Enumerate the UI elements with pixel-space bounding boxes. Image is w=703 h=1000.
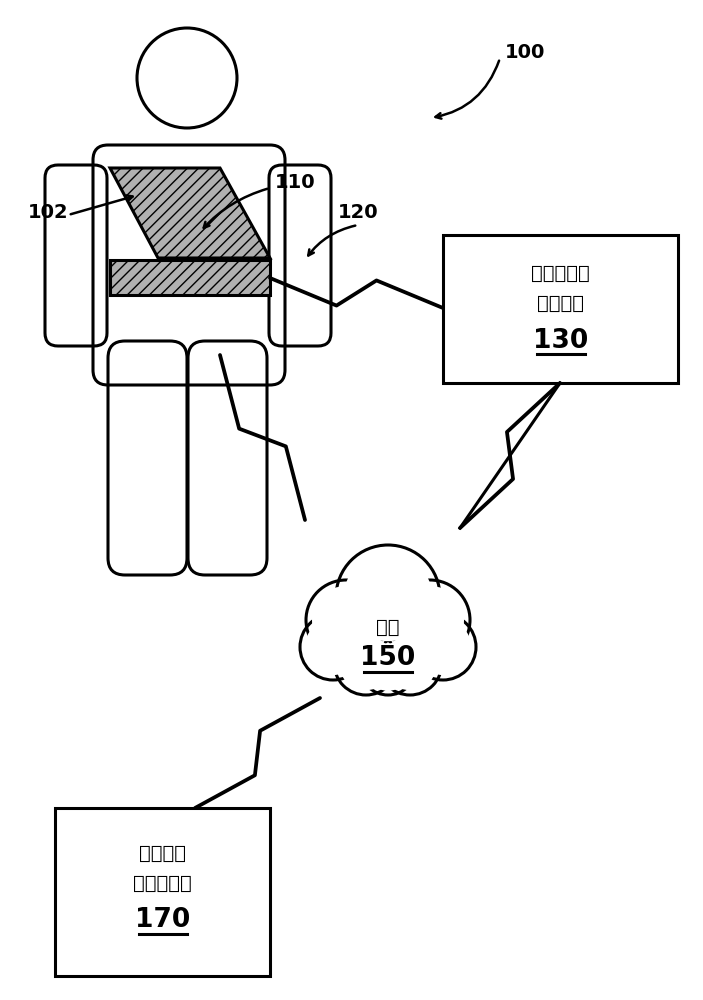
Text: 150: 150 [361, 645, 415, 671]
Text: 170: 170 [135, 907, 190, 933]
Text: 一个或多个: 一个或多个 [531, 263, 590, 282]
Circle shape [306, 580, 386, 660]
Circle shape [344, 553, 432, 641]
Polygon shape [110, 260, 270, 295]
Circle shape [378, 631, 442, 695]
Circle shape [312, 586, 380, 654]
Circle shape [415, 619, 471, 675]
Text: 130: 130 [533, 328, 588, 354]
Circle shape [410, 614, 476, 680]
Text: 110: 110 [275, 174, 316, 192]
Text: 120: 120 [338, 204, 379, 223]
Text: 102: 102 [28, 204, 69, 223]
Circle shape [300, 614, 366, 680]
Circle shape [396, 586, 464, 654]
Text: 个外部装置: 个外部装置 [133, 874, 192, 892]
Circle shape [383, 636, 437, 690]
Circle shape [334, 631, 398, 695]
Circle shape [364, 643, 412, 691]
Text: 100: 100 [505, 42, 546, 62]
Circle shape [336, 545, 440, 649]
Circle shape [390, 580, 470, 660]
Circle shape [360, 639, 416, 695]
Polygon shape [110, 168, 270, 258]
Text: 一个或多: 一个或多 [139, 844, 186, 862]
Circle shape [305, 619, 361, 675]
Text: 感测装置: 感测装置 [537, 294, 584, 312]
Text: 网络: 网络 [376, 617, 400, 637]
Bar [55, 808, 270, 976]
Bar [443, 235, 678, 383]
Circle shape [339, 636, 393, 690]
